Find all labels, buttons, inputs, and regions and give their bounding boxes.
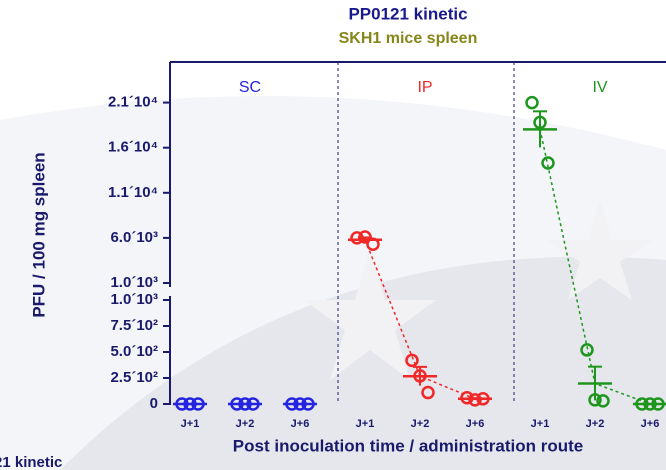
y-tick-label: 2.5´10²	[110, 369, 158, 386]
group-label: IV	[592, 79, 607, 96]
group-label: IP	[417, 79, 432, 96]
chart-subtitle: SKH1 mice spleen	[339, 30, 478, 47]
x-axis-label: Post inoculation time / administration r…	[233, 436, 583, 455]
y-tick-label: 7.5´10²	[110, 317, 158, 334]
y-tick-label: 2.1´10⁴	[108, 94, 158, 111]
y-tick-label: 5.0´10²	[110, 343, 158, 360]
data-point	[405, 353, 419, 368]
x-tick-label: J+6	[291, 418, 310, 430]
y-axis-label: PFU / 100 mg spleen	[29, 152, 48, 317]
mean-trend	[364, 239, 476, 400]
data-point	[541, 156, 555, 170]
data-point	[421, 385, 435, 400]
background-decoration	[0, 96, 666, 470]
x-tick-label: J+1	[356, 418, 375, 430]
x-tick-label: J+2	[586, 418, 605, 430]
y-tick-label: 1.0´10³	[110, 291, 158, 308]
data-point	[525, 95, 539, 110]
x-tick-label: J+6	[466, 418, 485, 430]
group-label: SC	[239, 79, 261, 96]
y-tick-label: 1.6´10⁴	[108, 139, 158, 156]
y-tick-label: 0	[150, 395, 158, 412]
x-tick-label: J+2	[411, 418, 430, 430]
data-point	[580, 343, 594, 357]
background-text: 21 kinetic	[0, 454, 62, 470]
chart-title: PP0121 kinetic	[348, 4, 467, 23]
x-tick-label: J+6	[641, 418, 660, 430]
y-tick-label: 1.1´10⁴	[108, 184, 158, 201]
y-tick-label: 1.0´10³	[110, 274, 158, 291]
x-tick-label: J+1	[531, 418, 550, 430]
x-tick-label: J+1	[181, 418, 200, 430]
data-point	[596, 394, 610, 408]
y-tick-label: 6.0´10³	[110, 229, 158, 246]
x-tick-label: J+2	[236, 418, 255, 430]
